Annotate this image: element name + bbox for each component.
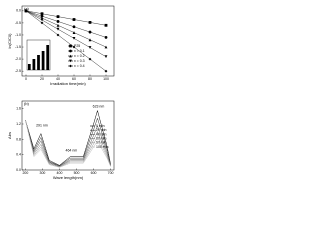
marker	[104, 35, 108, 39]
marker	[72, 18, 76, 21]
y-tick-label: -2.0	[15, 57, 21, 61]
series-line	[25, 10, 107, 48]
y-tick-label: -0.5	[15, 21, 21, 25]
marker	[40, 18, 44, 22]
legend-label: 80 min	[96, 141, 107, 145]
annotation: 291 nm	[36, 124, 48, 128]
y-tick-label: -2.5	[15, 69, 21, 73]
legend-marker	[69, 49, 72, 53]
x-tick-label: 500	[74, 171, 80, 175]
series-line	[25, 120, 111, 167]
marker	[104, 45, 108, 49]
marker	[88, 38, 92, 42]
marker	[40, 14, 44, 18]
panel-label: (a)	[24, 6, 30, 11]
legend-marker	[69, 54, 72, 58]
marker	[72, 45, 76, 49]
series-line	[25, 120, 111, 167]
x-tick-label: 400	[57, 171, 63, 175]
marker	[104, 23, 108, 27]
marker	[104, 55, 108, 59]
marker	[56, 33, 60, 37]
marker	[24, 9, 28, 13]
annotation: 464 nm	[66, 149, 78, 153]
y-tick-label: 1.6	[16, 107, 21, 111]
marker	[56, 27, 60, 31]
marker	[40, 12, 44, 16]
x-tick-label: 700	[108, 171, 114, 175]
bar	[41, 51, 45, 70]
x-axis-label: Irradiation time(min)	[50, 81, 86, 86]
y-tick-label: 1.2	[16, 122, 21, 126]
series-line	[25, 120, 111, 168]
series-line	[25, 10, 107, 38]
y-axis-label: ln(C/C0)	[7, 33, 12, 49]
y-tick-label: 0.0	[16, 168, 21, 172]
x-tick-label: 100	[103, 77, 109, 81]
legend-label: 100 min	[96, 145, 109, 149]
bar	[46, 45, 50, 70]
legend-label: x = 0.2	[74, 54, 85, 58]
y-tick-label: -1.5	[15, 45, 21, 49]
y-tick-label: 0.0	[16, 9, 21, 13]
marker	[104, 69, 108, 73]
x-tick-label: 40	[56, 77, 60, 81]
y-tick-label: -1.0	[15, 33, 21, 37]
series-line	[25, 10, 107, 57]
marker	[88, 30, 92, 34]
marker	[88, 46, 92, 49]
bar	[27, 64, 31, 70]
x-tick-label: 20	[40, 77, 44, 81]
bar	[32, 59, 36, 70]
marker	[56, 23, 60, 27]
legend-label: 40 min	[96, 132, 107, 136]
x-tick-label: 300	[40, 171, 46, 175]
marker	[56, 15, 60, 19]
marker	[88, 57, 92, 61]
x-tick-label: 600	[91, 171, 97, 175]
y-tick-label: 0.4	[16, 153, 21, 157]
x-tick-label: 0	[25, 77, 27, 81]
series-line	[25, 117, 111, 167]
legend-label: 20 min	[96, 128, 107, 132]
marker	[72, 31, 76, 34]
plot-frame	[21, 5, 115, 77]
series-line	[25, 109, 111, 166]
marker	[72, 25, 76, 29]
figure: (a) 0 20 40 60 80 100 0.0 -0.5 -1.0 -1.5 -2.0 -2.5 Ir…	[7, 5, 115, 180]
legend-label: 0 min	[96, 124, 105, 128]
series-line	[25, 10, 107, 72]
legend-label: 60 min	[96, 137, 107, 141]
x-axis-label: Wave length(nm)	[53, 175, 84, 180]
marker	[56, 20, 60, 23]
annotation: 623 nm	[93, 105, 105, 109]
y-axis-label: Abs	[7, 132, 12, 139]
panel-label: (b)	[24, 101, 30, 106]
legend-marker	[69, 64, 72, 68]
legend-label: x = 0.3	[74, 59, 85, 63]
x-tick-label: 80	[88, 77, 92, 81]
legend-marker	[69, 59, 72, 63]
marker	[88, 21, 92, 24]
marker	[72, 36, 76, 40]
bar	[37, 55, 40, 70]
legend-label: x = 0.4	[74, 64, 85, 68]
y-tick-label: 0.8	[16, 137, 21, 141]
legend-label: P25	[74, 44, 80, 48]
marker	[40, 21, 44, 25]
legend-marker	[69, 44, 72, 48]
series-line	[25, 120, 111, 168]
series-line	[25, 10, 107, 26]
x-tick-label: 200	[22, 171, 28, 175]
x-tick-label: 60	[72, 77, 76, 81]
plot-frame	[21, 100, 115, 171]
